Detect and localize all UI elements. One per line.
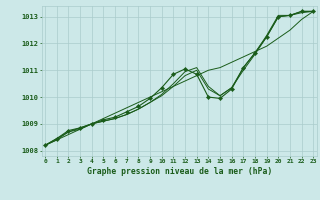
X-axis label: Graphe pression niveau de la mer (hPa): Graphe pression niveau de la mer (hPa) bbox=[87, 167, 272, 176]
